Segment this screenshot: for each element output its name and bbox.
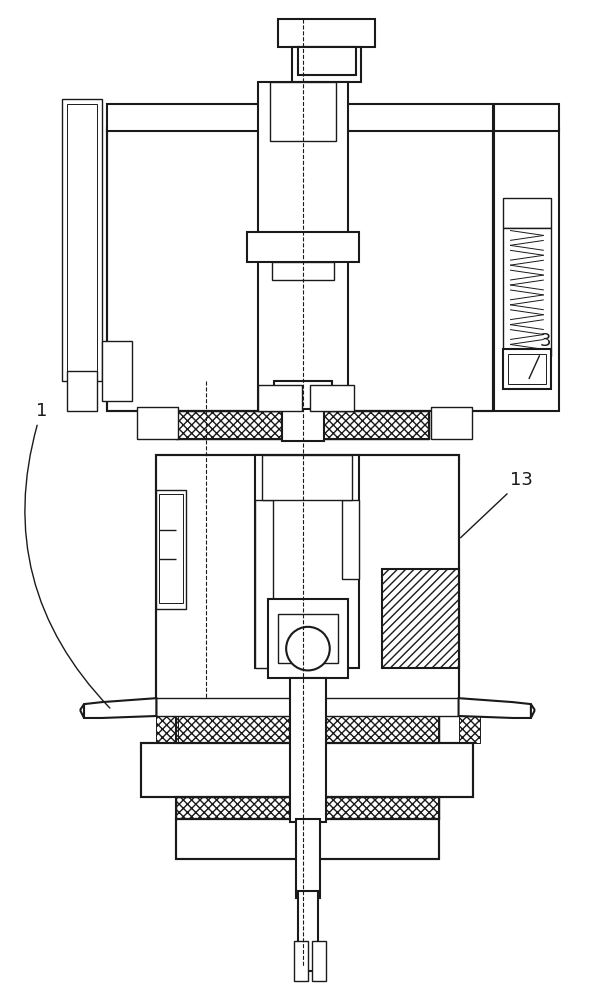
Bar [503,349,551,389]
Bar [176,797,439,819]
Bar [258,385,302,411]
Bar [156,490,186,609]
Bar [290,678,326,822]
Bar [156,698,459,716]
Bar [310,385,353,411]
Bar [156,455,459,713]
Bar [294,941,308,981]
Bar [278,19,375,47]
Bar [67,371,97,411]
Bar [156,713,178,743]
Bar [156,455,459,713]
Bar [268,599,348,678]
Bar [298,47,356,75]
Bar [382,569,459,668]
Bar [272,262,334,280]
Bar [275,381,331,411]
Polygon shape [459,698,531,718]
Bar [159,494,183,603]
Bar [176,713,439,743]
Bar [136,407,178,439]
Bar [298,891,318,971]
Polygon shape [348,128,493,411]
Bar [62,99,102,381]
Bar [67,104,97,376]
Text: 3: 3 [529,332,551,379]
Bar [176,411,429,439]
Polygon shape [107,128,258,411]
Bar [459,713,481,743]
Bar [494,104,559,131]
Bar [312,941,326,981]
Bar [503,198,551,228]
Polygon shape [156,455,256,713]
Polygon shape [84,698,156,718]
Bar [141,743,473,797]
Bar [256,500,273,668]
Bar [494,128,559,411]
Bar [342,500,359,579]
Bar [141,743,473,797]
Bar [176,819,439,859]
Bar [278,614,338,663]
Bar [176,411,429,439]
Bar [256,455,359,668]
Bar [503,228,551,356]
Bar [176,819,439,859]
Bar [136,407,178,423]
Polygon shape [176,819,439,859]
Bar [292,47,361,82]
Bar [258,82,348,411]
Text: 1: 1 [25,402,110,708]
Bar [508,354,546,384]
Polygon shape [141,743,473,797]
Bar [296,819,320,898]
Bar [102,341,132,401]
Bar [282,409,324,441]
Bar [107,104,493,131]
Polygon shape [359,455,459,713]
Text: 13: 13 [461,471,533,538]
Bar [382,569,459,668]
Bar [247,232,359,262]
Bar [262,455,351,500]
Bar [176,797,439,819]
Bar [107,128,493,411]
Bar [176,713,439,743]
Circle shape [286,627,330,670]
Bar [107,128,493,411]
Bar [431,407,473,423]
Bar [270,82,336,141]
Bar [431,407,473,439]
